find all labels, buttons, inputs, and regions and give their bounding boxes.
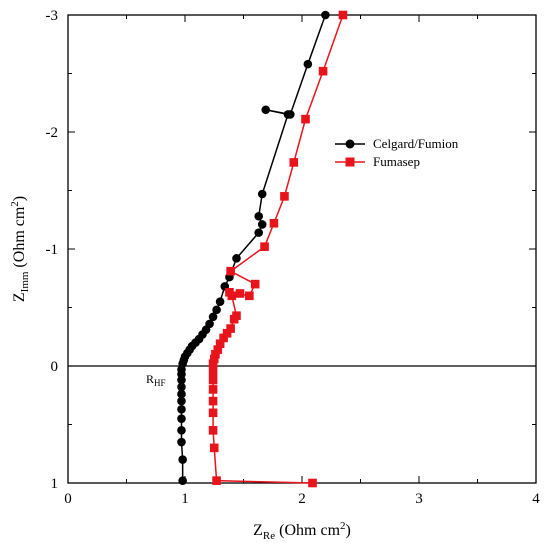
y-tick-label: -1 — [46, 242, 59, 258]
y-tick-label: 0 — [51, 359, 59, 375]
data-point — [208, 385, 218, 394]
data-point — [232, 311, 241, 320]
data-point — [215, 339, 225, 349]
data-point — [205, 319, 214, 329]
series-layer — [177, 10, 348, 488]
data-point — [208, 367, 218, 377]
data-point — [257, 220, 267, 229]
data-point — [209, 354, 219, 364]
data-point — [226, 266, 235, 276]
data-point — [235, 289, 245, 298]
y-tick-label: 1 — [51, 476, 59, 492]
data-point — [226, 324, 235, 333]
data-point — [269, 218, 279, 228]
data-point — [286, 110, 295, 119]
data-point — [289, 158, 299, 167]
data-point — [222, 328, 232, 338]
data-point — [208, 359, 218, 368]
legend-marker-celgard — [345, 139, 355, 149]
series-line — [180, 14, 327, 481]
data-point — [303, 59, 313, 69]
data-point — [308, 478, 317, 488]
x-tick-label: 1 — [181, 491, 189, 507]
data-point — [177, 426, 186, 435]
data-point — [178, 455, 187, 464]
y-tick-label: -3 — [46, 8, 59, 24]
axis-ticks — [67, 14, 537, 484]
data-point — [338, 10, 348, 20]
data-point — [261, 105, 271, 115]
data-point — [318, 66, 328, 76]
data-point — [208, 396, 218, 406]
data-point — [254, 228, 264, 237]
data-point — [260, 242, 269, 251]
data-point — [232, 254, 241, 263]
data-point — [211, 350, 220, 359]
data-point — [245, 291, 254, 301]
y-axis-title: ZImm (Ohm cm2) — [9, 196, 31, 302]
data-point — [208, 408, 218, 418]
rhf-annotation: RHF — [146, 372, 166, 388]
legend-marker-fumasep — [345, 157, 355, 167]
series-line — [212, 14, 344, 484]
x-tick-label: 0 — [64, 491, 72, 507]
data-point — [280, 192, 289, 201]
y-tick-label: -2 — [46, 125, 59, 141]
data-point — [208, 312, 218, 322]
data-point — [215, 297, 225, 306]
data-point — [254, 211, 264, 221]
legend-label-celgard: Celgard/Fumion — [373, 136, 459, 151]
axis-tick-labels: 0 1 2 3 410-1-2-3 — [46, 8, 541, 507]
data-point — [177, 437, 186, 447]
data-point — [250, 279, 260, 289]
data-point — [212, 476, 221, 485]
data-point — [178, 476, 187, 485]
data-point — [208, 426, 218, 435]
x-tick-label: 3 — [415, 491, 423, 507]
data-point — [177, 396, 186, 406]
data-point — [213, 345, 223, 354]
series-celgard-fumion — [177, 10, 330, 485]
data-point — [321, 10, 330, 20]
plot-frame — [67, 14, 537, 484]
legend-label-fumasep: Fumasep — [373, 154, 420, 169]
data-point — [208, 375, 218, 385]
data-point — [177, 382, 186, 392]
data-point — [225, 287, 234, 297]
x-axis-title: ZRe (Ohm cm2) — [253, 520, 351, 542]
series-fumasep — [208, 10, 348, 488]
data-point — [177, 389, 186, 399]
data-point — [257, 189, 267, 199]
data-point — [209, 443, 219, 453]
data-point — [219, 333, 228, 343]
x-tick-label: 4 — [532, 491, 540, 507]
legend: Celgard/Fumion Fumasep — [335, 136, 459, 169]
data-point — [177, 404, 186, 414]
data-point — [301, 114, 310, 124]
x-tick-label: 2 — [298, 491, 306, 507]
data-point — [177, 414, 186, 423]
data-point — [212, 305, 221, 315]
